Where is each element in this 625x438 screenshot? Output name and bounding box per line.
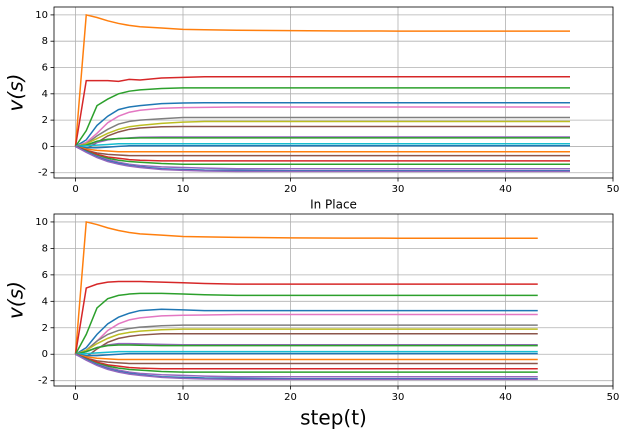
axes-frame	[53, 6, 614, 179]
x-tick-label: 0	[72, 184, 78, 195]
y-tick-label: 0	[42, 349, 48, 360]
y-axis-label: v(s)	[4, 281, 28, 319]
series-line	[75, 353, 538, 361]
series-line	[75, 136, 570, 148]
series-line	[75, 116, 570, 148]
y-tick-label: 0	[42, 141, 48, 152]
y-tick-label: 6	[42, 63, 48, 74]
axes-frame	[53, 213, 614, 387]
y-tick-label: 10	[35, 217, 48, 228]
series-line	[75, 324, 538, 355]
x-tick-label: 20	[284, 392, 297, 403]
y-tick-label: 4	[42, 296, 48, 307]
series-line	[74, 280, 538, 355]
x-tick-label: 10	[177, 392, 190, 403]
x-tick-label: 0	[72, 392, 78, 403]
series-line	[75, 350, 538, 355]
series-line	[75, 106, 570, 148]
series-line	[75, 145, 570, 165]
axes-title: In Place	[310, 198, 357, 212]
x-axis-label: step(t)	[300, 406, 367, 430]
series-line	[74, 75, 570, 147]
x-tick-label: 50	[607, 392, 620, 403]
y-axis-label: v(s)	[4, 74, 28, 112]
series-line	[75, 308, 538, 355]
series-line	[75, 145, 570, 172]
series-line	[75, 352, 538, 357]
series-line	[75, 353, 538, 365]
series-line	[74, 87, 570, 147]
series-line	[75, 332, 538, 358]
y-tick-label: 10	[35, 10, 48, 21]
y-tick-label: 2	[42, 323, 48, 334]
series-line	[74, 13, 570, 147]
series-line	[75, 145, 570, 173]
x-tick-label: 40	[499, 392, 512, 403]
series-line	[75, 353, 538, 380]
series-line	[75, 145, 570, 153]
x-tick-label: 30	[392, 392, 405, 403]
series-line	[75, 102, 570, 148]
series-line	[75, 353, 538, 378]
x-tick-label: 30	[392, 184, 405, 195]
series-line	[75, 353, 538, 370]
series-line	[74, 221, 538, 355]
series-line	[75, 313, 538, 355]
series-line	[75, 145, 570, 149]
series-line	[75, 143, 570, 148]
series-line	[75, 353, 538, 381]
series-line	[75, 145, 570, 157]
series-line	[75, 145, 570, 170]
x-tick-label: 40	[499, 184, 512, 195]
y-tick-label: -2	[38, 376, 48, 387]
y-tick-label: 8	[42, 243, 48, 254]
x-tick-label: 20	[284, 184, 297, 195]
y-tick-label: -2	[38, 168, 48, 179]
y-tick-label: 4	[42, 89, 48, 100]
series-line	[74, 292, 538, 355]
series-line	[75, 328, 538, 355]
series-line	[75, 120, 570, 148]
y-tick-label: 8	[42, 36, 48, 47]
x-tick-label: 10	[177, 184, 190, 195]
series-line	[75, 344, 538, 355]
series-line	[75, 137, 570, 148]
y-tick-label: 2	[42, 115, 48, 126]
series-line	[75, 125, 570, 150]
x-tick-label: 50	[607, 184, 620, 195]
y-tick-label: 6	[42, 270, 48, 281]
series-line	[75, 145, 570, 162]
series-line	[75, 353, 538, 373]
